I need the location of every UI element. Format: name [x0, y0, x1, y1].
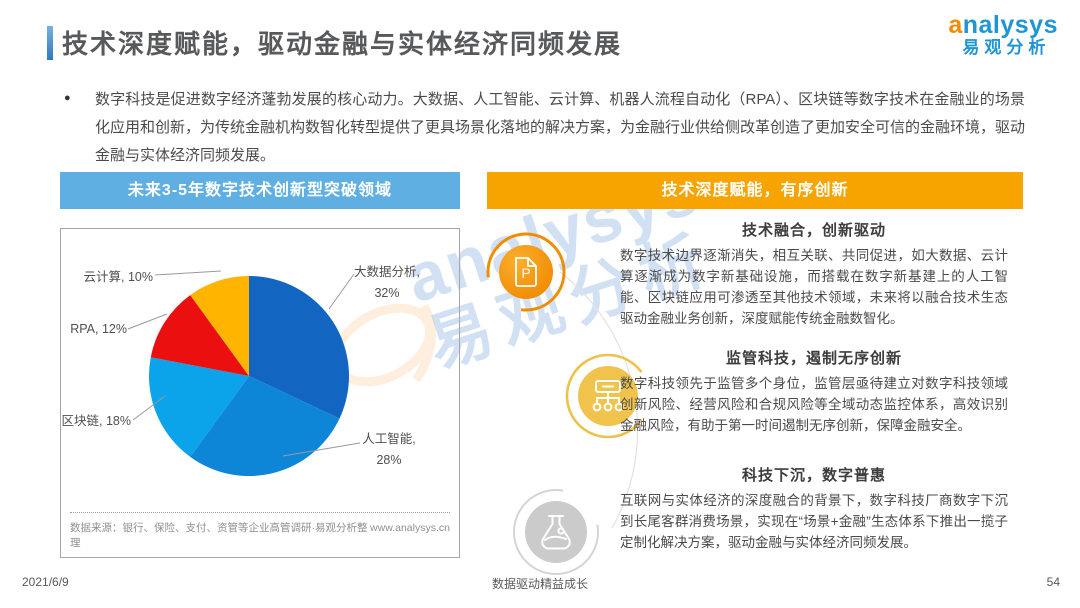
document-p-icon: P [486, 232, 566, 312]
section-body: 互联网与实体经济的深度融合的背景下，数字科技厂商数字下沉到长尾客群消费场景，实现… [620, 493, 1008, 550]
page-title: 技术深度赋能，驱动金融与实体经济同频发展 [62, 29, 623, 59]
pie-label-rpa: RPA, 12% [70, 322, 127, 336]
section-tech-fusion: 技术融合，创新驱动 数字技术边界逐渐消失，相互关联、共同促进，如大数据、云计算逐… [620, 219, 1008, 329]
section-body: 数字科技领先于监管多个身位，监管层亟待建立对数字科技领域创新风险、经营风险和合规… [620, 376, 1008, 433]
leader-lines [127, 270, 361, 457]
section-inclusive-finance: 科技下沉，数字普惠 互联网与实体经济的深度融合的背景下，数字科技厂商数字下沉到长… [620, 464, 1008, 553]
pie-chart-panel: 大数据分析, 32% 人工智能, 28% 区块链, 18% RPA, 12% 云计算… [60, 228, 460, 558]
flask-icon [513, 489, 599, 575]
pie-chart [127, 270, 361, 476]
logo-brand-text: analysys [948, 11, 1058, 39]
bullet-icon: ● [64, 92, 71, 104]
intro-paragraph: 数字科技是促进数字经济蓬勃发展的核心动力。大数据、人工智能、云计算、机器人流程自… [95, 91, 1026, 164]
title-accent-bar [47, 26, 53, 60]
pie-label-blockchain: 区块链, 18% [61, 414, 131, 428]
analysys-logo: analysys 易观分析 [948, 12, 1058, 58]
logo-chinese-text: 易观分析 [962, 38, 1051, 57]
section-body: 数字技术边界逐渐消失，相互关联、共同促进，如大数据、云计算逐渐成为数字新基础设施… [620, 248, 1008, 326]
right-panel-header: 技术深度赋能，有序创新 [487, 172, 1023, 209]
footer-slogan: 数据驱动精益成长 [491, 577, 588, 591]
footer-page-number: 54 [1046, 575, 1060, 589]
section-title: 监管科技，遏制无序创新 [725, 350, 902, 367]
section-title: 科技下沉，数字普惠 [741, 467, 886, 484]
pie-label-cloud: 云计算, 10% [83, 270, 153, 284]
pie-label-big-data: 大数据分析, 32% [354, 265, 420, 300]
section-regtech: 监管科技，遏制无序创新 数字科技领先于监管多个身位，监管层亟待建立对数字科技领域… [620, 347, 1008, 436]
chart-source-row: 数据来源：银行、保险、支付、资管等企业高管调研·易观分析整理 www.analy… [70, 512, 450, 550]
svg-text:P: P [521, 265, 530, 281]
section-title: 技术融合，创新驱动 [741, 222, 886, 239]
pie-label-ai: 人工智能, 28% [362, 432, 416, 467]
chart-source: 数据来源：银行、保险、支付、资管等企业高管调研·易观分析整理 [70, 522, 368, 549]
left-panel-header: 未来3-5年数字技术创新型突破领域 [60, 172, 460, 209]
website-link: www.analysys.cn [370, 522, 450, 534]
footer-date: 2021/6/9 [22, 575, 69, 589]
